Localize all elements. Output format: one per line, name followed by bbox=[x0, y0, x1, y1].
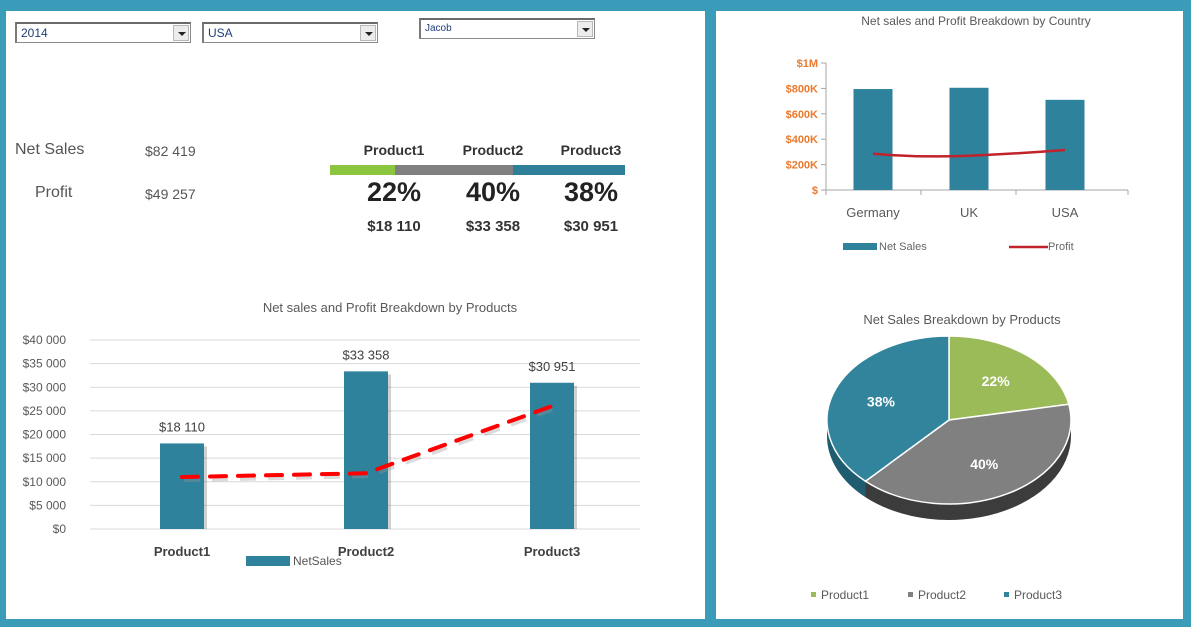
legend-marker-product1 bbox=[811, 592, 816, 597]
profit-line-shadow bbox=[183, 407, 555, 483]
y-tick-label: $0 bbox=[53, 522, 67, 536]
x-tick-label: Product3 bbox=[524, 544, 580, 559]
y-tick-label: $30 000 bbox=[23, 380, 67, 394]
y-tick-label: $200K bbox=[786, 160, 818, 172]
year-dropdown[interactable]: 2014 bbox=[15, 22, 191, 43]
profit-line bbox=[872, 148, 1066, 158]
chevron-down-icon[interactable] bbox=[577, 21, 593, 37]
legend-label-profit: Profit bbox=[1048, 241, 1074, 253]
year-value: 2014 bbox=[21, 26, 48, 40]
y-tick-label: $ bbox=[812, 185, 818, 197]
pie-label: 40% bbox=[970, 456, 999, 472]
legend-marker-product2 bbox=[908, 592, 913, 597]
pie-chart: Net Sales Breakdown by Products 22% 40% 38… bbox=[811, 312, 1072, 602]
profit-value: $49 257 bbox=[145, 186, 196, 202]
data-label: $18 110 bbox=[159, 419, 205, 434]
net-sales-label: Net Sales bbox=[15, 141, 85, 158]
y-tick-label: $10 000 bbox=[23, 475, 67, 489]
product2-value: $33 358 bbox=[465, 218, 521, 235]
bar-product3 bbox=[530, 382, 574, 529]
pie-slice-product1 bbox=[948, 335, 1070, 421]
share-segment-product2 bbox=[394, 165, 513, 175]
product3-name: Product3 bbox=[560, 142, 622, 158]
y-tick-label: $35 000 bbox=[23, 357, 67, 371]
chevron-down-icon[interactable] bbox=[173, 25, 189, 41]
bar-uk bbox=[949, 87, 989, 190]
salesperson-value: Jacob bbox=[425, 23, 452, 34]
pie-label: 38% bbox=[867, 393, 896, 409]
y-tick-label: $40 000 bbox=[23, 333, 67, 347]
share-segment-product3 bbox=[512, 165, 625, 175]
product3-value: $30 951 bbox=[563, 218, 619, 235]
bar-product1 bbox=[160, 443, 204, 529]
y-tick-label: $800K bbox=[786, 83, 818, 95]
legend-label-product1: Product1 bbox=[821, 588, 869, 602]
salesperson-dropdown[interactable]: Jacob bbox=[419, 18, 595, 39]
y-tick-label: $5 000 bbox=[29, 498, 66, 512]
x-tick-label: Germany bbox=[846, 205, 900, 220]
y-tick-label: $15 000 bbox=[23, 451, 67, 465]
chevron-down-icon[interactable] bbox=[360, 25, 376, 41]
legend-swatch-netsales bbox=[246, 556, 290, 566]
x-tick-label: Product2 bbox=[338, 544, 394, 559]
chart-title: Net sales and Profit Breakdown by Countr… bbox=[861, 14, 1090, 28]
legend-marker-product3 bbox=[1004, 592, 1009, 597]
product1-percent: 22% bbox=[366, 177, 422, 207]
x-tick-label: UK bbox=[960, 205, 978, 220]
legend-label-net-sales: Net Sales bbox=[879, 241, 927, 253]
chart-title: Net Sales Breakdown by Products bbox=[863, 312, 1061, 327]
x-tick-label: USA bbox=[1052, 205, 1079, 220]
pie-depth-product2 bbox=[865, 420, 1071, 520]
y-tick-label: $25 000 bbox=[23, 404, 67, 418]
bar-product2 bbox=[344, 371, 388, 529]
legend-label-netsales: NetSales bbox=[293, 554, 342, 568]
legend-label-product3: Product3 bbox=[1014, 588, 1062, 602]
chart-title: Net sales and Profit Breakdown by Produc… bbox=[263, 300, 518, 315]
net-sales-value: $82 419 bbox=[145, 143, 196, 159]
profit-line bbox=[180, 404, 554, 480]
product1-value: $18 110 bbox=[367, 218, 421, 235]
pie-depth-product3 bbox=[827, 420, 866, 498]
product2-percent: 40% bbox=[465, 177, 521, 207]
bar-usa bbox=[1045, 99, 1085, 190]
country-dropdown[interactable]: USA bbox=[202, 22, 378, 43]
product3-percent: 38% bbox=[563, 177, 619, 207]
pie-label: 22% bbox=[982, 373, 1011, 389]
share-segment-product1 bbox=[330, 165, 395, 175]
data-label: $33 358 bbox=[343, 347, 390, 362]
products-chart: Net sales and Profit Breakdown by Produc… bbox=[23, 300, 640, 568]
pie-slice-product3 bbox=[826, 335, 950, 483]
y-tick-label: $20 000 bbox=[23, 428, 67, 442]
country-chart: Net sales and Profit Breakdown by Countr… bbox=[786, 14, 1129, 253]
y-tick-label: $600K bbox=[786, 109, 818, 121]
product1-name: Product1 bbox=[363, 142, 425, 158]
bar-germany bbox=[853, 89, 893, 190]
legend-label-product2: Product2 bbox=[918, 588, 966, 602]
pie-slice-product2 bbox=[864, 403, 1072, 505]
data-label: $30 951 bbox=[529, 359, 576, 374]
country-value: USA bbox=[208, 26, 233, 40]
product2-name: Product2 bbox=[462, 142, 524, 158]
profit-label: Profit bbox=[35, 184, 73, 201]
x-tick-label: Product1 bbox=[154, 544, 210, 559]
y-tick-label: $1M bbox=[797, 58, 818, 70]
y-tick-label: $400K bbox=[786, 134, 818, 146]
legend-swatch-net-sales bbox=[843, 243, 877, 250]
